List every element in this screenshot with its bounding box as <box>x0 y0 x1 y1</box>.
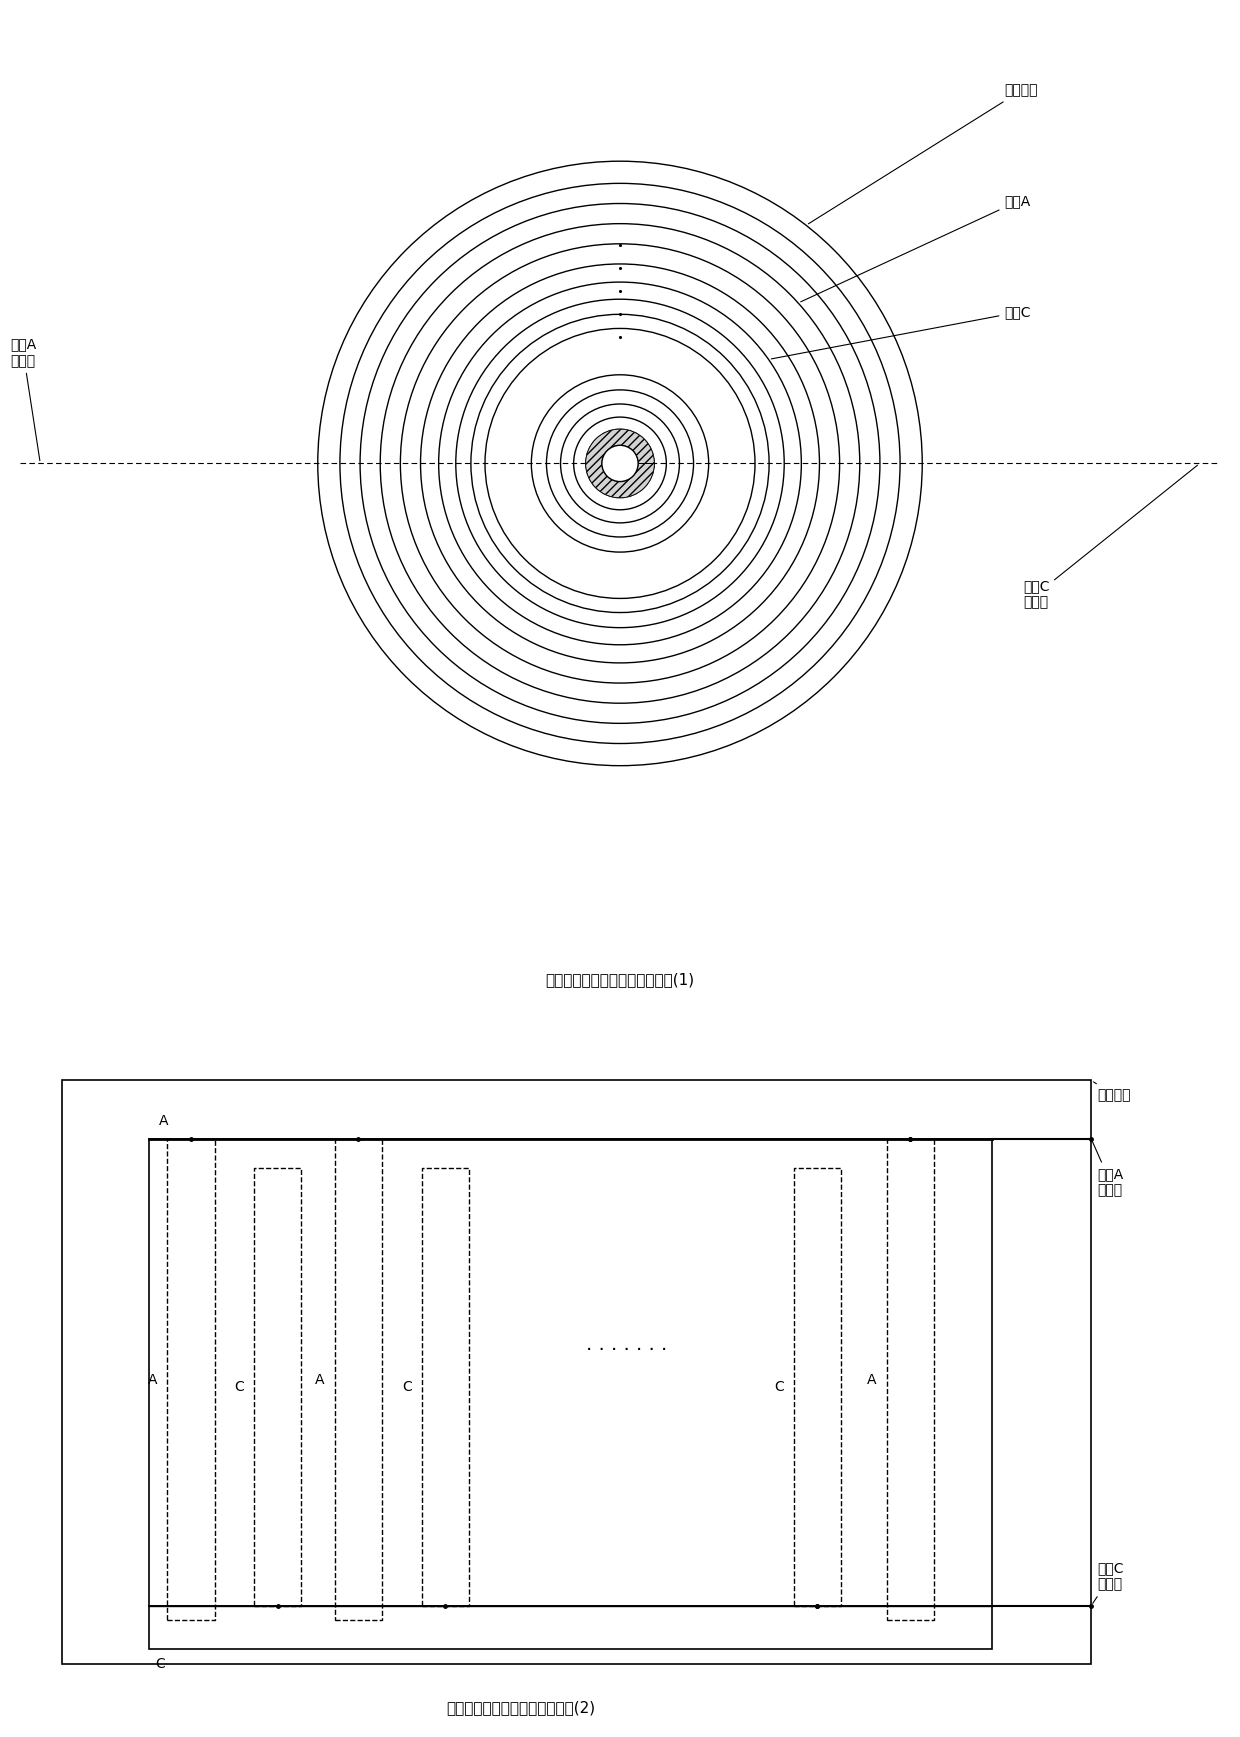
Text: 卷线型电极体的充电极板示意图(1): 卷线型电极体的充电极板示意图(1) <box>546 973 694 987</box>
Text: 电极C
引出线: 电极C 引出线 <box>1023 466 1198 610</box>
Bar <box>149 1605 992 1650</box>
Circle shape <box>601 445 639 481</box>
Bar <box>422 1167 469 1605</box>
Text: 充电极板: 充电极板 <box>808 83 1038 224</box>
Text: 电极C: 电极C <box>771 306 1030 360</box>
Bar <box>887 1139 934 1621</box>
Text: 电极A
引出线: 电极A 引出线 <box>1092 1141 1123 1197</box>
Text: A: A <box>148 1372 157 1386</box>
Text: C: C <box>155 1657 165 1671</box>
Text: A: A <box>867 1372 877 1386</box>
Text: C: C <box>774 1379 784 1393</box>
Bar <box>167 1139 215 1621</box>
Polygon shape <box>585 429 655 499</box>
Text: C: C <box>234 1379 244 1393</box>
Text: C: C <box>402 1379 412 1393</box>
Text: 叠层型电极体的充电极板示意图(2): 叠层型电极体的充电极板示意图(2) <box>446 1701 595 1714</box>
Bar <box>62 1080 1091 1664</box>
Text: A: A <box>315 1372 325 1386</box>
Text: 电极A
引出线: 电极A 引出线 <box>10 337 40 460</box>
Bar <box>335 1139 382 1621</box>
Text: 电极C
引出线: 电极C 引出线 <box>1092 1562 1123 1603</box>
Bar <box>254 1167 301 1605</box>
Text: 电极A: 电极A <box>801 195 1030 302</box>
Text: 充电电极: 充电电极 <box>1094 1082 1131 1101</box>
Text: · · · · · · ·: · · · · · · · <box>585 1341 667 1360</box>
Bar <box>794 1167 841 1605</box>
Bar <box>149 1139 992 1605</box>
Text: A: A <box>159 1113 169 1127</box>
